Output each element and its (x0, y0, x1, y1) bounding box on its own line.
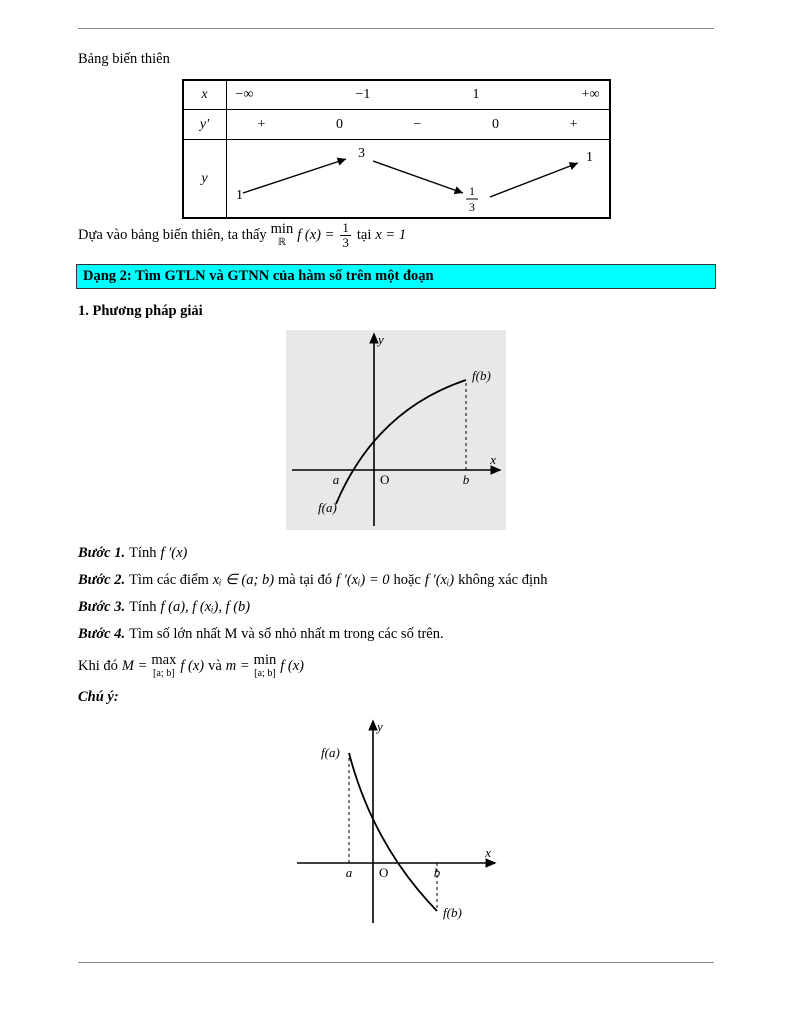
yp3: 0 (492, 117, 499, 133)
step2: Bước 2. Tìm các điểm xᵢ ∈ (a; b) mà tại … (78, 572, 714, 589)
min2-top: min (254, 653, 277, 668)
eq: x = 1 (375, 227, 406, 244)
s1l: Bước 1. (78, 545, 125, 562)
svg-text:1: 1 (586, 150, 593, 165)
min-underset2: min [a; b] (254, 653, 277, 679)
svg-text:f(a): f(a) (318, 500, 337, 515)
max-top: max (151, 653, 176, 668)
cell-yp-header: y' (183, 110, 227, 140)
yp1: 0 (336, 117, 343, 133)
t1: Dựa vào bảng biến thiên, ta thấy (78, 227, 267, 244)
note-heading: Chú ý: (78, 687, 714, 709)
xv3: +∞ (582, 87, 600, 103)
cM: M = (122, 658, 148, 675)
graph2-wrap: y x Oa b f(a) f(b) (78, 717, 714, 932)
s2m3: f ′(xᵢ) (425, 572, 454, 589)
s2m1: xᵢ ∈ (a; b) (213, 572, 274, 589)
variation-table: x −∞ −1 1 +∞ y' + 0 − (182, 79, 611, 220)
s2l: Bước 2. (78, 572, 125, 589)
cell-yp-values: + 0 − 0 + (226, 110, 610, 140)
s2t4: không xác định (458, 572, 547, 589)
min-top: min (271, 222, 294, 237)
heading-variation: Bảng biến thiên (78, 49, 714, 71)
s4t: Tìm số lớn nhất M và số nhỏ nhất m trong… (129, 626, 444, 643)
yp4: + (570, 117, 578, 133)
min-bot: ℝ (271, 238, 294, 249)
svg-text:O: O (379, 865, 388, 880)
graph1-svg: y x Oa b f(a) f(b) (286, 330, 506, 530)
step4: Bước 4. Tìm số lớn nhất M và số nhỏ nhất… (78, 626, 714, 643)
svg-text:f(b): f(b) (472, 368, 491, 383)
max-bot: [a; b] (151, 669, 176, 680)
frac-n: 1 (340, 221, 351, 236)
xv2: 1 (472, 87, 479, 103)
svg-text:y: y (375, 719, 383, 734)
cell-y-header: y (183, 140, 227, 219)
step1: Bước 1. Tính f ′(x) (78, 545, 714, 562)
frac-d: 3 (340, 236, 351, 250)
s2t3: hoặc (394, 572, 421, 589)
step3: Bước 3. Tính f (a), f (xᵢ), f (b) (78, 599, 714, 616)
section-heading: Dạng 2: Tìm GTLN và GTNN của hàm số trên… (76, 264, 716, 289)
s1m: f ′(x) (160, 545, 187, 562)
min2-bot: [a; b] (254, 669, 277, 680)
yp0: + (258, 117, 266, 133)
line-conclusion-min: Dựa vào bảng biến thiên, ta thấy min ℝ f… (78, 221, 714, 249)
cell-x-values: −∞ −1 1 +∞ (226, 80, 610, 110)
svg-text:1: 1 (469, 184, 475, 198)
cell-y-diagram: 1 3 1 1 3 (226, 140, 610, 219)
s4l: Bước 4. (78, 626, 125, 643)
s2t: Tìm các điểm (129, 572, 209, 589)
cand: và (208, 658, 222, 675)
cell-x-header: x (183, 80, 227, 110)
s1t: Tính (129, 545, 156, 562)
graph1-box: y x Oa b f(a) f(b) (286, 330, 506, 535)
fx: f (x) = (297, 227, 334, 244)
svg-text:x: x (484, 845, 491, 860)
frac: 1 3 (338, 221, 353, 249)
method-heading: 1. Phương pháp giải (78, 301, 714, 323)
svg-text:f(b): f(b) (443, 905, 462, 920)
cfx1: f (x) (180, 658, 204, 675)
rule-bottom (78, 962, 714, 963)
s3t: Tính (129, 599, 156, 616)
svg-text:b: b (463, 472, 470, 487)
yp2: − (414, 117, 422, 133)
svg-text:O: O (380, 472, 389, 487)
xv0: −∞ (236, 87, 254, 103)
svg-text:a: a (333, 472, 340, 487)
conclusion-line: Khi đó M = max [a; b] f (x) và m = min [… (78, 653, 714, 679)
svg-text:b: b (434, 865, 441, 880)
c0: Khi đó (78, 658, 118, 675)
svg-text:f(a): f(a) (321, 745, 340, 760)
graph1-wrap: y x Oa b f(a) f(b) (78, 330, 714, 535)
rule-top (78, 28, 714, 29)
cfx2: f (x) (280, 658, 304, 675)
s2t2: mà tại đó (278, 572, 332, 589)
max-underset: max [a; b] (151, 653, 176, 679)
svg-text:x: x (489, 452, 496, 467)
page: Bảng biến thiên x −∞ −1 1 +∞ y' + (0, 0, 792, 1024)
variation-svg: 1 3 1 1 3 (228, 141, 608, 211)
graph2-box: y x Oa b f(a) f(b) (291, 717, 501, 932)
graph2-svg: y x Oa b f(a) f(b) (291, 717, 501, 927)
svg-text:1: 1 (236, 188, 243, 203)
svg-text:3: 3 (358, 146, 365, 161)
svg-text:a: a (346, 865, 353, 880)
s3l: Bước 3. (78, 599, 125, 616)
variation-table-wrap: x −∞ −1 1 +∞ y' + 0 − (78, 79, 714, 220)
s3m: f (a), f (xᵢ), f (b) (160, 599, 250, 616)
svg-text:y: y (376, 332, 384, 347)
s2m2: f ′(xᵢ) = 0 (336, 572, 390, 589)
t2: tại (357, 227, 372, 244)
cm: m = (226, 658, 250, 675)
svg-text:3: 3 (469, 200, 475, 211)
xv1: −1 (355, 87, 370, 103)
min-underset: min ℝ (271, 222, 294, 248)
